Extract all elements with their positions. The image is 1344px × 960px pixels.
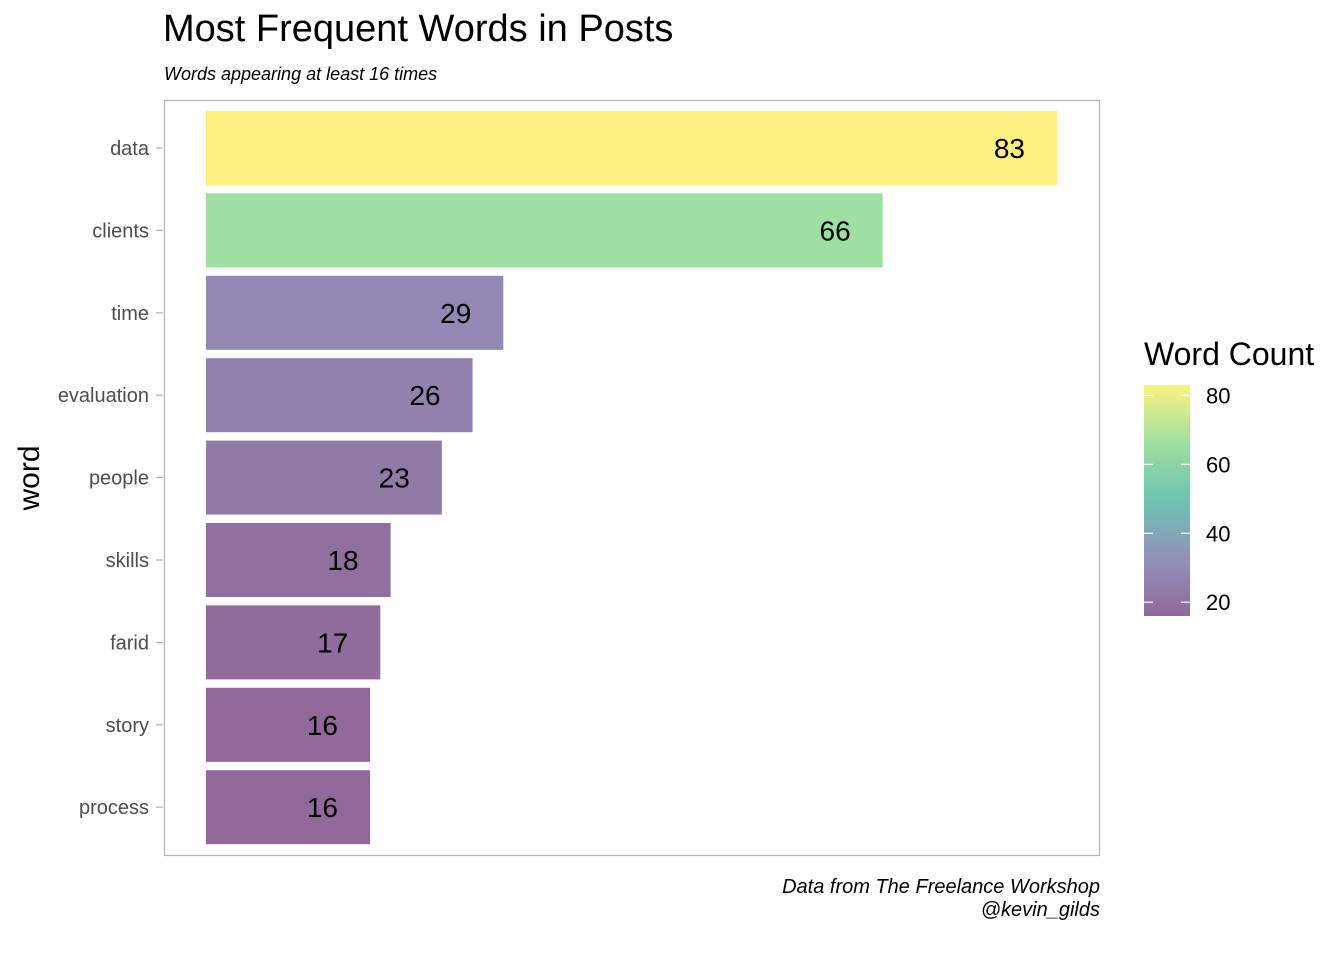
legend-tick-label-20: 20: [1206, 590, 1230, 615]
bar-value-label-skills: 18: [327, 545, 358, 576]
bar-process: [206, 770, 370, 845]
bar-farid: [206, 605, 381, 680]
y-tick-label-skills: skills: [106, 550, 149, 572]
bar-data: [206, 111, 1057, 185]
y-tick-label-farid: farid: [110, 632, 149, 654]
bar-clients: [206, 193, 883, 268]
y-tick-label-people: people: [89, 468, 149, 490]
bar-people: [206, 440, 442, 515]
bar-value-label-clients: 66: [820, 215, 851, 246]
caption-source: Data from The Freelance Workshop: [782, 876, 1100, 898]
bar-evaluation: [206, 358, 473, 433]
bar-value-label-farid: 17: [317, 627, 348, 658]
bar-value-label-time: 29: [440, 298, 471, 329]
plot-panel-border: [163, 99, 1101, 857]
bar-value-label-evaluation: 26: [409, 380, 440, 411]
bar-value-label-people: 23: [379, 463, 410, 494]
legend-colorbar: [1144, 385, 1190, 616]
bar-story: [206, 687, 370, 762]
caption: Data from The Freelance Workshop @kevin_…: [782, 876, 1100, 922]
legend-tick-label-60: 60: [1206, 452, 1230, 477]
y-tick-label-data: data: [110, 138, 150, 160]
bar-value-label-data: 83: [994, 133, 1025, 164]
y-tick-label-time: time: [111, 303, 149, 325]
legend-tick-label-80: 80: [1206, 383, 1230, 408]
bar-value-label-process: 16: [307, 792, 338, 823]
y-tick-label-evaluation: evaluation: [58, 385, 149, 407]
caption-author: @kevin_gilds: [980, 899, 1100, 921]
legend-title: Word Count: [1144, 336, 1315, 372]
chart-subtitle: Words appearing at least 16 times: [164, 64, 438, 84]
bars-layer: 83 66 29 26 23 18 17 16 16: [206, 111, 1057, 845]
bar-time: [206, 275, 504, 350]
chart-title: Most Frequent Words in Posts: [163, 8, 674, 50]
bar-value-label-story: 16: [307, 710, 338, 741]
legend-tick-label-40: 40: [1206, 521, 1230, 546]
y-tick-label-story: story: [106, 715, 149, 737]
y-axis: data clients time evaluation people skills far…: [58, 138, 163, 819]
color-legend: 20 40 60 80: [1144, 383, 1230, 616]
y-tick-label-clients: clients: [92, 220, 149, 242]
y-tick-label-process: process: [79, 797, 149, 819]
bar-skills: [206, 523, 391, 597]
